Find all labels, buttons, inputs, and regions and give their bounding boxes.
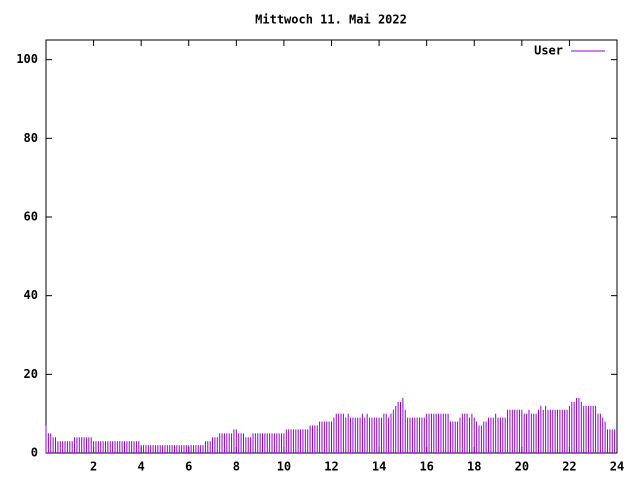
y-tick-label: 100 [16,52,38,66]
legend-label: User [534,44,563,58]
x-tick-label: 4 [138,460,145,474]
y-tick-label: 80 [24,131,38,145]
x-tick-label: 12 [324,460,338,474]
y-tick-label: 60 [24,210,38,224]
x-tick-label: 6 [185,460,192,474]
x-tick-label: 16 [419,460,433,474]
x-tick-label: 20 [515,460,529,474]
chart-title: Mittwoch 11. Mai 2022 [255,13,407,27]
x-tick-label: 8 [233,460,240,474]
x-tick-label: 24 [610,460,624,474]
x-tick-label: 22 [562,460,576,474]
y-tick-label: 20 [24,367,38,381]
x-tick-label: 2 [90,460,97,474]
x-tick-label: 18 [467,460,481,474]
x-tick-label: 14 [372,460,386,474]
y-tick-label: 40 [24,288,38,302]
y-tick-label: 0 [31,446,38,460]
x-tick-label: 10 [277,460,291,474]
